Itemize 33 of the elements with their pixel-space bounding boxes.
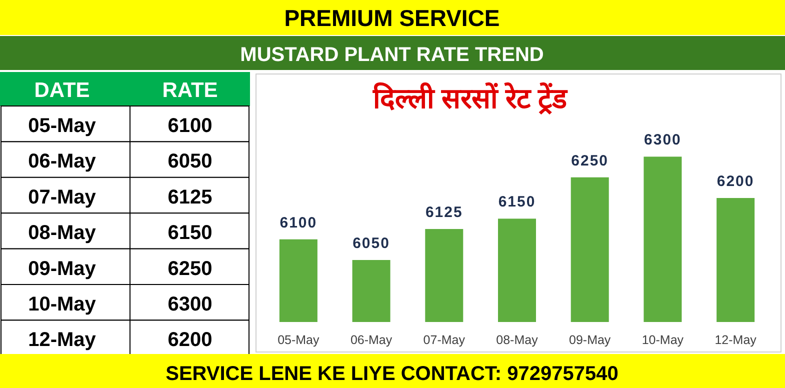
category-label: 06-May xyxy=(28,150,97,173)
x-tick-label: 06-May xyxy=(350,333,393,347)
x-tick-label: 07-May xyxy=(423,333,466,347)
data-label: 6150 xyxy=(498,194,536,211)
chart-title: PREMIUM SERVICE xyxy=(284,5,500,31)
data-label: 6200 xyxy=(716,173,754,190)
category-label: 07-May xyxy=(28,186,97,208)
annotation: दिल्ली सरसों रेट ट्रेंड xyxy=(372,82,568,115)
text: RATE xyxy=(162,79,218,102)
x-tick-label: 09-May xyxy=(569,333,612,347)
x-tick-label: 10-May xyxy=(642,333,684,347)
text: SERVICE LENE KE LIYE CONTACT: 9729757540 xyxy=(166,363,618,385)
data-label: 6250 xyxy=(571,152,609,170)
x-tick-label: 12-May xyxy=(714,333,758,347)
x-tick-label: 08-May xyxy=(496,333,539,347)
data-label: 6300 xyxy=(168,294,212,316)
category-label: 09-May xyxy=(28,258,97,280)
data-label: 6100 xyxy=(280,214,318,232)
text: DATE xyxy=(34,79,90,102)
data-label: 6300 xyxy=(644,132,682,149)
data-label: 6050 xyxy=(168,150,212,173)
data-label: 6200 xyxy=(168,329,212,352)
data-label: 6125 xyxy=(168,186,212,208)
data-label: 6100 xyxy=(168,115,212,137)
data-label: 6150 xyxy=(168,222,212,244)
category-label: 08-May xyxy=(28,222,97,244)
data-label: 6050 xyxy=(352,235,390,252)
data-label: 6125 xyxy=(425,204,463,221)
category-label: 10-May xyxy=(28,294,97,316)
category-label: 05-May xyxy=(28,115,97,137)
data-label: 6250 xyxy=(168,258,212,280)
x-tick-label: 05-May xyxy=(278,333,320,347)
chart-subtitle: MUSTARD PLANT RATE TREND xyxy=(240,44,544,66)
